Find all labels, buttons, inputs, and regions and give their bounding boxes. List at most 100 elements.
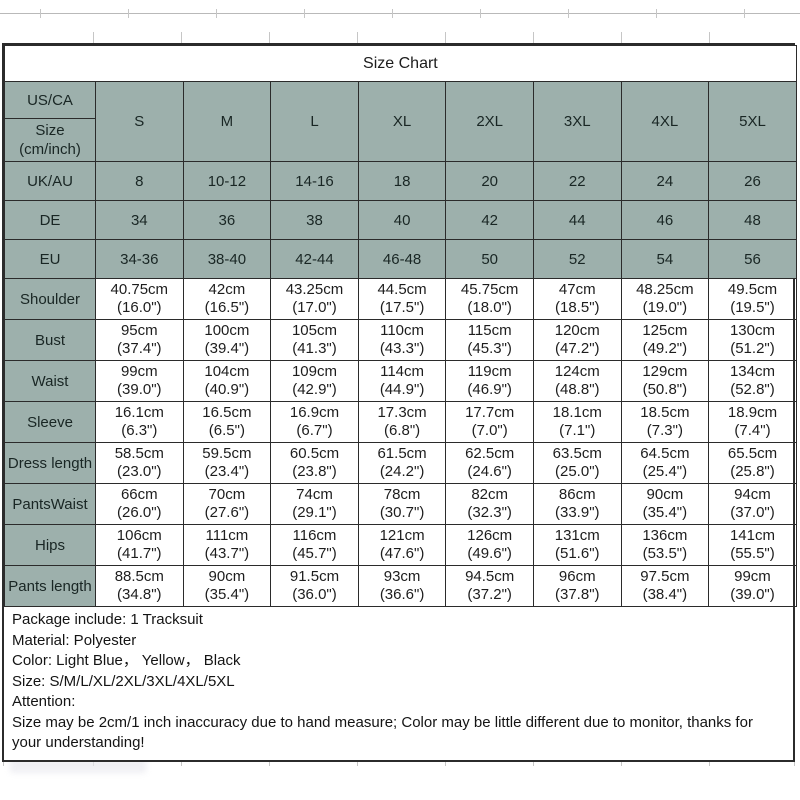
value-cm: 99cm bbox=[120, 363, 158, 380]
value-inch: (37.0") bbox=[730, 504, 775, 521]
measurement-cell: 100cm (39.4") bbox=[182, 319, 272, 361]
row-label: Bust bbox=[4, 319, 96, 361]
value-cm: 48.25cm bbox=[636, 281, 694, 298]
corner-label-size-unit: Size (cm/inch) bbox=[4, 118, 96, 162]
value-inch: (53.5") bbox=[642, 545, 688, 562]
value-inch: (39.4") bbox=[204, 340, 250, 357]
corner-label-usca: US/CA bbox=[4, 81, 96, 119]
value-cm: 43.25cm bbox=[285, 281, 344, 298]
value-inch: (55.5") bbox=[730, 545, 775, 562]
value-cm: 16.9cm bbox=[289, 404, 340, 421]
conversion-row: DE 34 36 38 40 42 44 46 48 bbox=[4, 200, 797, 240]
size-column-header: 5XL bbox=[708, 81, 797, 162]
value-cm: 74cm bbox=[296, 486, 333, 503]
value-cm: 65.5cm bbox=[727, 445, 778, 462]
value-cm: 136cm bbox=[642, 527, 688, 544]
value-cm: 66cm bbox=[120, 486, 158, 503]
value-cm: 120cm bbox=[554, 322, 600, 339]
value-cm: 49.5cm bbox=[727, 281, 778, 298]
value-cm: 16.5cm bbox=[202, 404, 252, 421]
value-cm: 40.75cm bbox=[110, 281, 169, 298]
measurement-cell: 93cm (36.6") bbox=[357, 565, 447, 607]
value-inch: (23.0") bbox=[117, 463, 162, 480]
row-label: UK/AU bbox=[4, 161, 96, 201]
value-inch: (6.5") bbox=[208, 422, 245, 439]
measurement-cell: 18.9cm (7.4") bbox=[708, 401, 797, 443]
conversion-cell: 36 bbox=[182, 200, 272, 240]
measurement-cell: 59.5cm (23.4") bbox=[182, 442, 272, 484]
measurement-cell: 66cm (26.0") bbox=[95, 483, 184, 525]
measurement-cell: 16.9cm (6.7") bbox=[270, 401, 359, 443]
row-label: EU bbox=[4, 239, 96, 279]
corner-size-line: Size bbox=[35, 122, 65, 139]
value-cm: 111cm bbox=[205, 527, 249, 544]
measurement-cell: 94.5cm (37.2") bbox=[445, 565, 534, 607]
value-cm: 91.5cm bbox=[289, 568, 340, 585]
measurement-cell: 63.5cm (25.0") bbox=[532, 442, 622, 484]
measurement-cell: 47cm (18.5") bbox=[532, 278, 622, 320]
measurement-cell: 109cm (42.9") bbox=[270, 360, 359, 402]
page-title: Size Chart bbox=[4, 45, 797, 82]
measurement-cell: 42cm (16.5") bbox=[182, 278, 272, 320]
value-inch: (42.9") bbox=[292, 381, 337, 398]
conversion-cell: 46 bbox=[620, 200, 710, 240]
value-inch: (18.5") bbox=[555, 299, 600, 316]
value-cm: 62.5cm bbox=[465, 445, 515, 462]
measurement-row: Pants length 88.5cm (34.8") 90cm (35.4") 91.5… bbox=[4, 565, 797, 607]
value-inch: (29.1") bbox=[292, 504, 337, 521]
value-inch: (50.8") bbox=[642, 381, 688, 398]
measurement-cell: 65.5cm (25.8") bbox=[708, 442, 797, 484]
measurement-cell: 110cm (43.3") bbox=[357, 319, 447, 361]
value-cm: 110cm bbox=[380, 322, 425, 339]
value-inch: (6.7") bbox=[296, 422, 333, 439]
value-cm: 114cm bbox=[380, 363, 425, 380]
value-cm: 129cm bbox=[642, 363, 688, 380]
size-column-header: S bbox=[95, 81, 184, 162]
value-cm: 119cm bbox=[467, 363, 512, 380]
sheet-gridline-top bbox=[0, 13, 800, 14]
value-inch: (36.6") bbox=[379, 586, 425, 603]
measurement-cell: 18.5cm (7.3") bbox=[620, 401, 710, 443]
note-line: Size may be 2cm/1 inch inaccuracy due to… bbox=[12, 713, 753, 752]
measurement-cell: 126cm (49.6") bbox=[445, 524, 534, 566]
measurement-cell: 49.5cm (19.5") bbox=[708, 278, 797, 320]
measurement-cell: 17.7cm (7.0") bbox=[445, 401, 534, 443]
value-inch: (25.8") bbox=[730, 463, 775, 480]
measurement-cell: 119cm (46.9") bbox=[445, 360, 534, 402]
value-cm: 99cm bbox=[734, 568, 771, 585]
measurement-cell: 40.75cm (16.0") bbox=[95, 278, 184, 320]
measurement-cell: 115cm (45.3") bbox=[445, 319, 534, 361]
measurement-row: Bust 95cm (37.4") 100cm (39.4") 105cm (41.3") 1… bbox=[4, 319, 797, 361]
value-inch: (39.0") bbox=[117, 381, 162, 398]
conversion-cell: 54 bbox=[620, 239, 710, 279]
note-line: Attention: bbox=[12, 693, 76, 710]
conversion-cell: 42-44 bbox=[270, 239, 359, 279]
measurement-cell: 97.5cm (38.4") bbox=[620, 565, 710, 607]
conversion-cell: 34 bbox=[95, 200, 184, 240]
value-cm: 18.1cm bbox=[552, 404, 602, 421]
value-cm: 96cm bbox=[558, 568, 596, 585]
value-inch: (26.0") bbox=[117, 504, 162, 521]
conversion-cell: 40 bbox=[357, 200, 447, 240]
measurement-row: Shoulder 40.75cm (16.0") 42cm (16.5") 43.25cm… bbox=[4, 278, 797, 320]
note-line: Color: Light Blue， Yellow， Black bbox=[12, 652, 241, 669]
value-inch: (18.0") bbox=[467, 299, 512, 316]
measurement-cell: 62.5cm (24.6") bbox=[445, 442, 534, 484]
measurement-cell: 130cm (51.2") bbox=[708, 319, 797, 361]
value-cm: 17.7cm bbox=[465, 404, 515, 421]
conversion-cell: 50 bbox=[445, 239, 534, 279]
conversion-cell: 26 bbox=[708, 161, 797, 201]
value-cm: 109cm bbox=[291, 363, 337, 380]
value-inch: (49.2") bbox=[642, 340, 688, 357]
measurement-cell: 131cm (51.6") bbox=[532, 524, 622, 566]
measurement-cell: 60.5cm (23.8") bbox=[270, 442, 359, 484]
value-inch: (32.3") bbox=[467, 504, 512, 521]
value-inch: (46.9") bbox=[467, 381, 512, 398]
value-inch: (52.8") bbox=[730, 381, 775, 398]
conversion-cell: 18 bbox=[357, 161, 447, 201]
row-label: Hips bbox=[4, 524, 96, 566]
size-column-header: 2XL bbox=[445, 81, 534, 162]
row-label: Sleeve bbox=[4, 401, 96, 443]
measurement-row: Waist 99cm (39.0") 104cm (40.9") 109cm (42.9")… bbox=[4, 360, 797, 402]
value-inch: (7.3") bbox=[646, 422, 683, 439]
